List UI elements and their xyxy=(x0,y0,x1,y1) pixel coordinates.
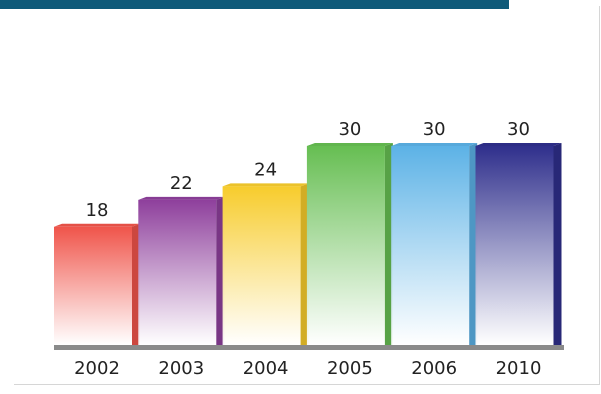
x-axis-baseline xyxy=(54,345,564,350)
x-tick-label-group: 2002 2003 2004 2005 2006 2010 xyxy=(74,358,541,379)
bar-2010 xyxy=(475,146,554,345)
bar-side-2004 xyxy=(300,183,309,345)
bar-top-2003 xyxy=(138,196,225,200)
x-tick-label-2006: 2006 xyxy=(411,358,457,379)
x-tick-label-2002: 2002 xyxy=(74,358,120,379)
bar-top-2002 xyxy=(54,223,140,227)
bar-side-2005 xyxy=(384,143,393,345)
bar-2002 xyxy=(54,226,132,345)
bar-top-2005 xyxy=(306,143,393,146)
x-tick-label-2003: 2003 xyxy=(158,358,204,379)
bar-side-2002 xyxy=(132,223,140,345)
bar-2003 xyxy=(138,199,217,345)
bar-side-2010 xyxy=(553,143,562,345)
bar-2005 xyxy=(306,146,385,345)
frame-bottom-border xyxy=(14,384,600,385)
bar-side-2006 xyxy=(469,143,478,345)
value-label-2006: 30 xyxy=(423,119,446,140)
x-tick-label-2005: 2005 xyxy=(327,358,373,379)
value-label-group: 18 22 24 30 30 30 xyxy=(86,119,530,221)
x-tick-label-2004: 2004 xyxy=(243,358,289,379)
x-tick-label-2010: 2010 xyxy=(496,358,542,379)
bar-top-2004 xyxy=(222,183,309,187)
value-label-2003: 22 xyxy=(170,173,193,194)
value-label-2005: 30 xyxy=(338,119,361,140)
bar-group xyxy=(54,143,562,345)
frame-right-border xyxy=(599,6,600,384)
bar-2004 xyxy=(222,186,301,345)
bar-top-2010 xyxy=(475,143,562,146)
bar-side-2003 xyxy=(216,196,225,345)
value-label-2002: 18 xyxy=(86,200,109,221)
value-label-2004: 24 xyxy=(254,159,277,180)
bar-2006 xyxy=(391,146,470,345)
top-banner-bar xyxy=(0,0,509,9)
value-label-2010: 30 xyxy=(507,119,530,140)
bar-top-2006 xyxy=(391,143,478,146)
